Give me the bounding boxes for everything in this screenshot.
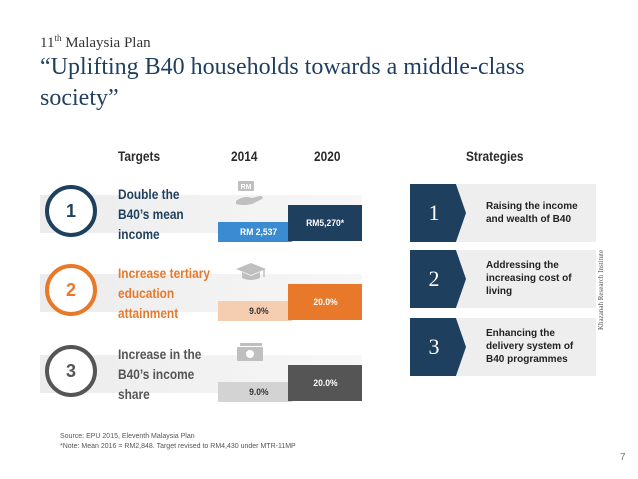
strategy-text-line: increasing cost of bbox=[486, 273, 572, 284]
bar-2014-label: 9.0% bbox=[249, 305, 269, 317]
banknote-icon bbox=[234, 341, 268, 367]
strategy-text-line: Addressing the bbox=[486, 260, 559, 271]
bar-2020: 20.0% bbox=[288, 365, 362, 401]
target-label-line: Increase tertiary bbox=[118, 265, 210, 281]
target-label-line: share bbox=[118, 386, 150, 402]
bar-2014: RM 2,537 bbox=[218, 222, 300, 242]
target-label-line: B40’s income bbox=[118, 366, 195, 382]
svg-text:RM: RM bbox=[241, 184, 252, 191]
plan-sup: th bbox=[54, 33, 62, 43]
bar-2014: 9.0% bbox=[218, 382, 300, 402]
source-note: Source: EPU 2015, Eleventh Malaysia Plan… bbox=[60, 432, 296, 452]
bar-2020: RM5,270* bbox=[288, 205, 362, 241]
target-number: 3 bbox=[65, 360, 76, 381]
strategy-text-line: and wealth of B40 bbox=[486, 214, 572, 225]
strategy-text: Raising the income and wealth of B40 bbox=[486, 200, 592, 226]
targets-header: Targets bbox=[118, 148, 161, 164]
target-label-line: income bbox=[118, 226, 160, 242]
strategy-text: Addressing the increasing cost of living bbox=[486, 259, 592, 298]
bar-2014-label: RM 2,537 bbox=[240, 226, 278, 238]
target-number: 1 bbox=[65, 200, 76, 221]
money-hand-icon: RM bbox=[234, 181, 268, 207]
target-label: Increase tertiary education attainment bbox=[118, 263, 237, 323]
page-title: “Uplifting B40 households towards a midd… bbox=[40, 54, 525, 111]
target-label-line: Double the bbox=[118, 186, 180, 202]
target-label-line: Increase in the bbox=[118, 346, 202, 362]
bar-2020-label: 20.0% bbox=[312, 296, 338, 308]
target-label: Double the B40’s mean income bbox=[118, 184, 237, 244]
bar-2020: 20.0% bbox=[288, 284, 362, 320]
strategy-text-line: Raising the income bbox=[486, 201, 578, 212]
footnote-text: *Note: Mean 2016 = RM2,848. Target revis… bbox=[60, 443, 296, 450]
year-2020-header: 2020 bbox=[314, 148, 341, 164]
institute-credit: Khazanah Research Institute bbox=[597, 249, 605, 330]
strategy-text-line: Enhancing the bbox=[486, 328, 555, 339]
page-number: 7 bbox=[620, 452, 626, 463]
strategy-text-line: B40 programmes bbox=[486, 354, 568, 365]
target-label-line: education bbox=[118, 285, 175, 301]
strategy-text-line: delivery system of bbox=[486, 341, 574, 352]
source-text: Source: EPU 2015, Eleventh Malaysia Plan bbox=[60, 433, 195, 440]
plan-supertitle: 11th Malaysia Plan bbox=[40, 33, 151, 52]
target-label-line: B40’s mean bbox=[118, 206, 184, 222]
year-2014-header: 2014 bbox=[231, 148, 258, 164]
bar-2014-label: 9.0% bbox=[249, 386, 269, 398]
plan-suffix: Malaysia Plan bbox=[61, 35, 151, 51]
plan-prefix: 11 bbox=[40, 35, 55, 51]
bar-2014: 9.0% bbox=[218, 301, 300, 321]
bar-2020-label: 20.0% bbox=[312, 377, 338, 389]
strategies-header: Strategies bbox=[466, 148, 524, 164]
target-label-line: attainment bbox=[118, 305, 179, 321]
strategy-number: 2 bbox=[410, 250, 466, 308]
target-number-ring: 3 bbox=[45, 345, 97, 397]
target-number-ring: 1 bbox=[45, 185, 97, 237]
target-number: 2 bbox=[65, 279, 76, 300]
strategy-number: 3 bbox=[410, 318, 466, 376]
strategy-text: Enhancing the delivery system of B40 progr… bbox=[486, 327, 592, 366]
target-label: Increase in the B40’s income share bbox=[118, 344, 237, 404]
strategy-text-line: living bbox=[486, 286, 513, 297]
graduation-cap-icon bbox=[234, 260, 268, 286]
target-number-ring: 2 bbox=[45, 264, 97, 316]
strategy-number: 1 bbox=[410, 184, 466, 242]
bar-2020-label: RM5,270* bbox=[305, 217, 345, 229]
